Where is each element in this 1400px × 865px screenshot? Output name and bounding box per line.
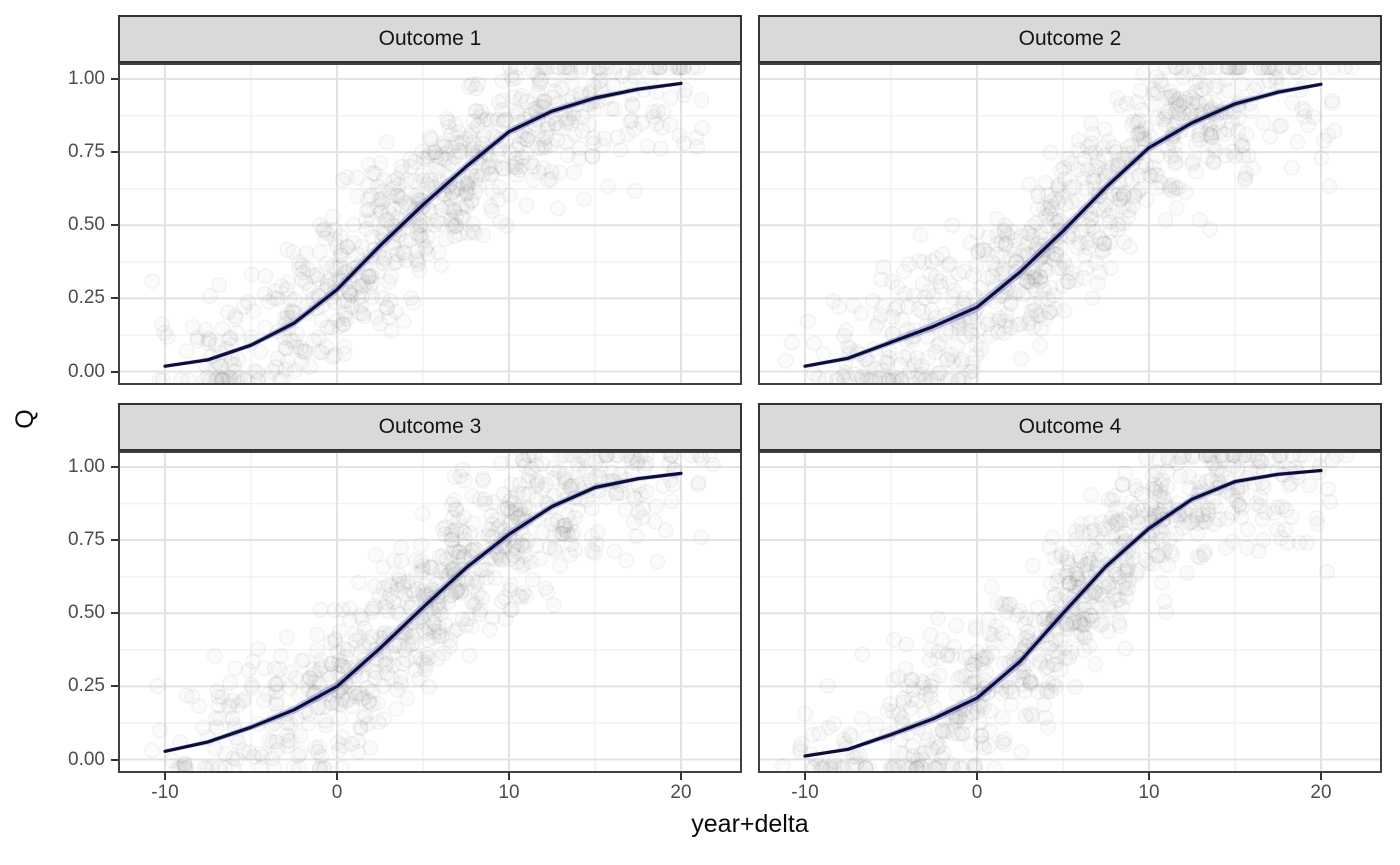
y-tick-mark [111, 370, 118, 373]
scatter-points [144, 63, 711, 385]
y-axis-title: Q [11, 409, 39, 429]
fitted-curve [163, 81, 683, 368]
x-tick-label: 0 [331, 782, 343, 803]
x-tick-mark [680, 773, 682, 780]
y-tick-label: 0.75 [68, 141, 105, 163]
panel-outcome-3 [118, 451, 742, 773]
facet-strip-outcome-4: Outcome 4 [758, 403, 1382, 451]
facet-strip-label: Outcome 3 [378, 415, 482, 438]
y-tick-label: 0.50 [68, 214, 105, 236]
facet-strip-outcome-3: Outcome 3 [118, 403, 742, 451]
x-tick-label: 10 [1138, 782, 1160, 803]
panel-outcome-1 [118, 63, 742, 385]
scatter-points [777, 63, 1360, 385]
y-tick-label: 0.25 [68, 675, 105, 697]
panel-border [758, 451, 1382, 773]
y-tick-label: 0.50 [68, 602, 105, 624]
x-tick-mark [804, 773, 806, 780]
x-tick-mark [336, 773, 338, 780]
y-tick-label: 1.00 [68, 456, 105, 477]
y-tick-label: 0.75 [68, 529, 105, 551]
y-tick-label: 0.00 [68, 360, 105, 382]
y-tick-mark [111, 685, 118, 688]
fitted-curve [803, 468, 1323, 758]
x-tick-label: 20 [670, 782, 692, 803]
panel-border [118, 451, 742, 773]
y-tick-mark [111, 539, 118, 542]
y-tick-label: 0.25 [68, 287, 105, 309]
facet-strip-label: Outcome 4 [1018, 415, 1122, 438]
y-tick-mark [111, 612, 118, 615]
facet-strip-label: Outcome 1 [378, 27, 482, 50]
facet-strip-label: Outcome 2 [1018, 27, 1122, 50]
x-axis-title: year+delta [691, 810, 809, 838]
x-tick-label: -10 [151, 782, 179, 803]
confidence-ribbon [165, 471, 681, 754]
x-tick-label: 20 [1310, 782, 1332, 803]
panel-border [758, 63, 1382, 385]
y-tick-mark [111, 224, 118, 227]
x-tick-mark [1148, 773, 1150, 780]
facet-strip-outcome-2: Outcome 2 [758, 15, 1382, 63]
facet-strip-outcome-1: Outcome 1 [118, 15, 742, 63]
fitted-curve [163, 471, 683, 753]
y-tick-label: 0.00 [68, 748, 105, 770]
panel-outcome-2 [758, 63, 1382, 385]
y-tick-label: 1.00 [68, 68, 105, 89]
scatter-points [144, 451, 722, 773]
x-tick-mark [508, 773, 510, 780]
x-tick-mark [1320, 773, 1322, 780]
panel-border [118, 63, 742, 385]
y-tick-mark [111, 466, 118, 468]
x-tick-label: -10 [791, 782, 819, 803]
y-tick-mark [111, 297, 118, 300]
panel-outcome-4 [758, 451, 1382, 773]
x-tick-label: 10 [498, 782, 520, 803]
fitted-curve [803, 82, 1323, 368]
y-tick-mark [111, 78, 118, 80]
x-tick-mark [164, 773, 166, 780]
x-tick-mark [976, 773, 978, 780]
y-tick-mark [111, 758, 118, 761]
y-tick-mark [111, 151, 118, 154]
x-tick-label: 0 [971, 782, 983, 803]
